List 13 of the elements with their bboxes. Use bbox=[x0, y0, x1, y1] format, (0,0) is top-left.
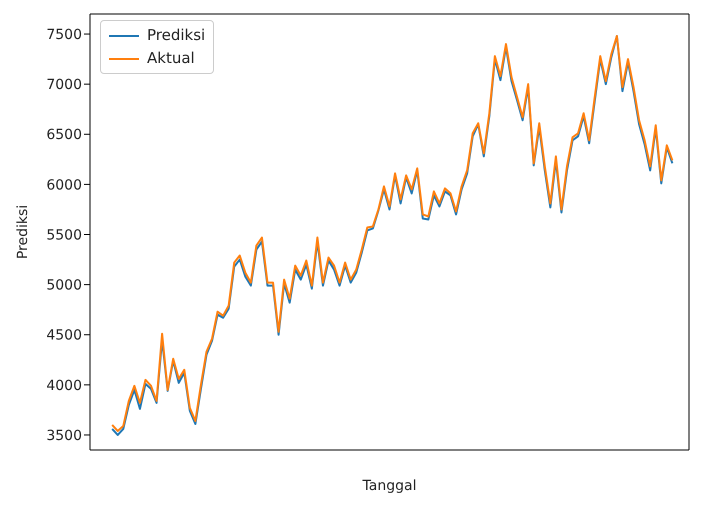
y-axis-title: Prediksi bbox=[14, 204, 31, 260]
y-tick-label: 3500 bbox=[46, 428, 82, 444]
y-tick-label: 6500 bbox=[46, 127, 82, 144]
y-tick-label: 5000 bbox=[46, 278, 82, 294]
legend-label: Prediksi bbox=[147, 25, 206, 46]
y-tick-label: 5500 bbox=[46, 227, 82, 244]
legend-label: Aktual bbox=[147, 48, 195, 69]
y-tick-label: 6000 bbox=[46, 177, 82, 194]
y-tick-label: 7500 bbox=[46, 27, 82, 44]
y-tick-label: 7000 bbox=[46, 77, 82, 94]
x-axis-title: Tanggal bbox=[362, 478, 416, 494]
y-tick-label: 4500 bbox=[46, 328, 82, 344]
y-tick-label: 4000 bbox=[46, 378, 82, 394]
